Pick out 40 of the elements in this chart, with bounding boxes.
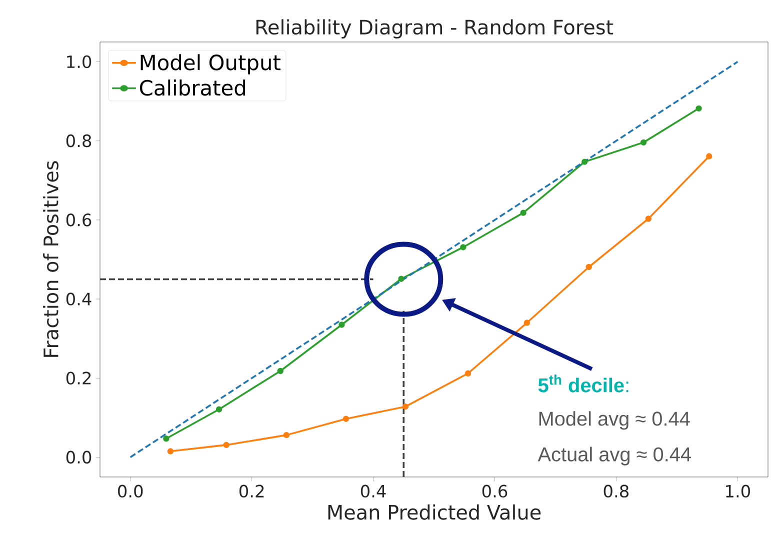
point <box>460 244 466 250</box>
point <box>216 406 222 412</box>
point <box>277 368 284 374</box>
x-tick-label: 0.8 <box>604 484 629 498</box>
y-tick-label: 0.4 <box>66 292 92 306</box>
point <box>283 432 290 438</box>
point <box>696 105 702 112</box>
x-axis-title: Mean Predicted Value <box>328 504 541 520</box>
annotation: Model avg ≈ 0.44 <box>539 411 690 430</box>
point <box>398 276 404 282</box>
legend-label: Model Output <box>140 54 280 74</box>
point <box>582 158 588 165</box>
point <box>342 416 350 422</box>
point <box>706 153 712 160</box>
point <box>338 322 345 328</box>
x-tick-label: 1.0 <box>726 484 750 498</box>
text: 5$^{th}$ decile: <box>538 374 628 392</box>
y-tick-label: 0.8 <box>66 134 92 148</box>
annotation: Actual avg ≈ 0.44 <box>538 446 691 466</box>
y-tick-label: 0.6 <box>66 214 92 226</box>
y-tick-label: 0.2 <box>66 372 91 385</box>
chart-title: Reliability Diagram - Random Forest <box>256 19 614 38</box>
y-axis-title: Fraction of Positives <box>43 161 58 357</box>
legend-label: Calibrated <box>140 80 246 96</box>
y-tick-label: 0.0 <box>66 450 92 464</box>
point <box>223 442 230 448</box>
point <box>524 320 530 326</box>
point <box>163 436 170 442</box>
x-tick-label: 0.2 <box>239 484 264 498</box>
point <box>402 403 409 410</box>
point <box>167 448 174 454</box>
x-tick-label: 0.4 <box>360 484 386 498</box>
point <box>645 216 652 222</box>
point <box>520 210 526 216</box>
point <box>586 264 592 270</box>
x-tick-label: 0.6 <box>482 484 508 498</box>
point <box>464 370 472 376</box>
y-tick-label: 1.0 <box>67 55 92 68</box>
point <box>640 139 647 146</box>
x-tick-label: 0.0 <box>118 484 143 498</box>
